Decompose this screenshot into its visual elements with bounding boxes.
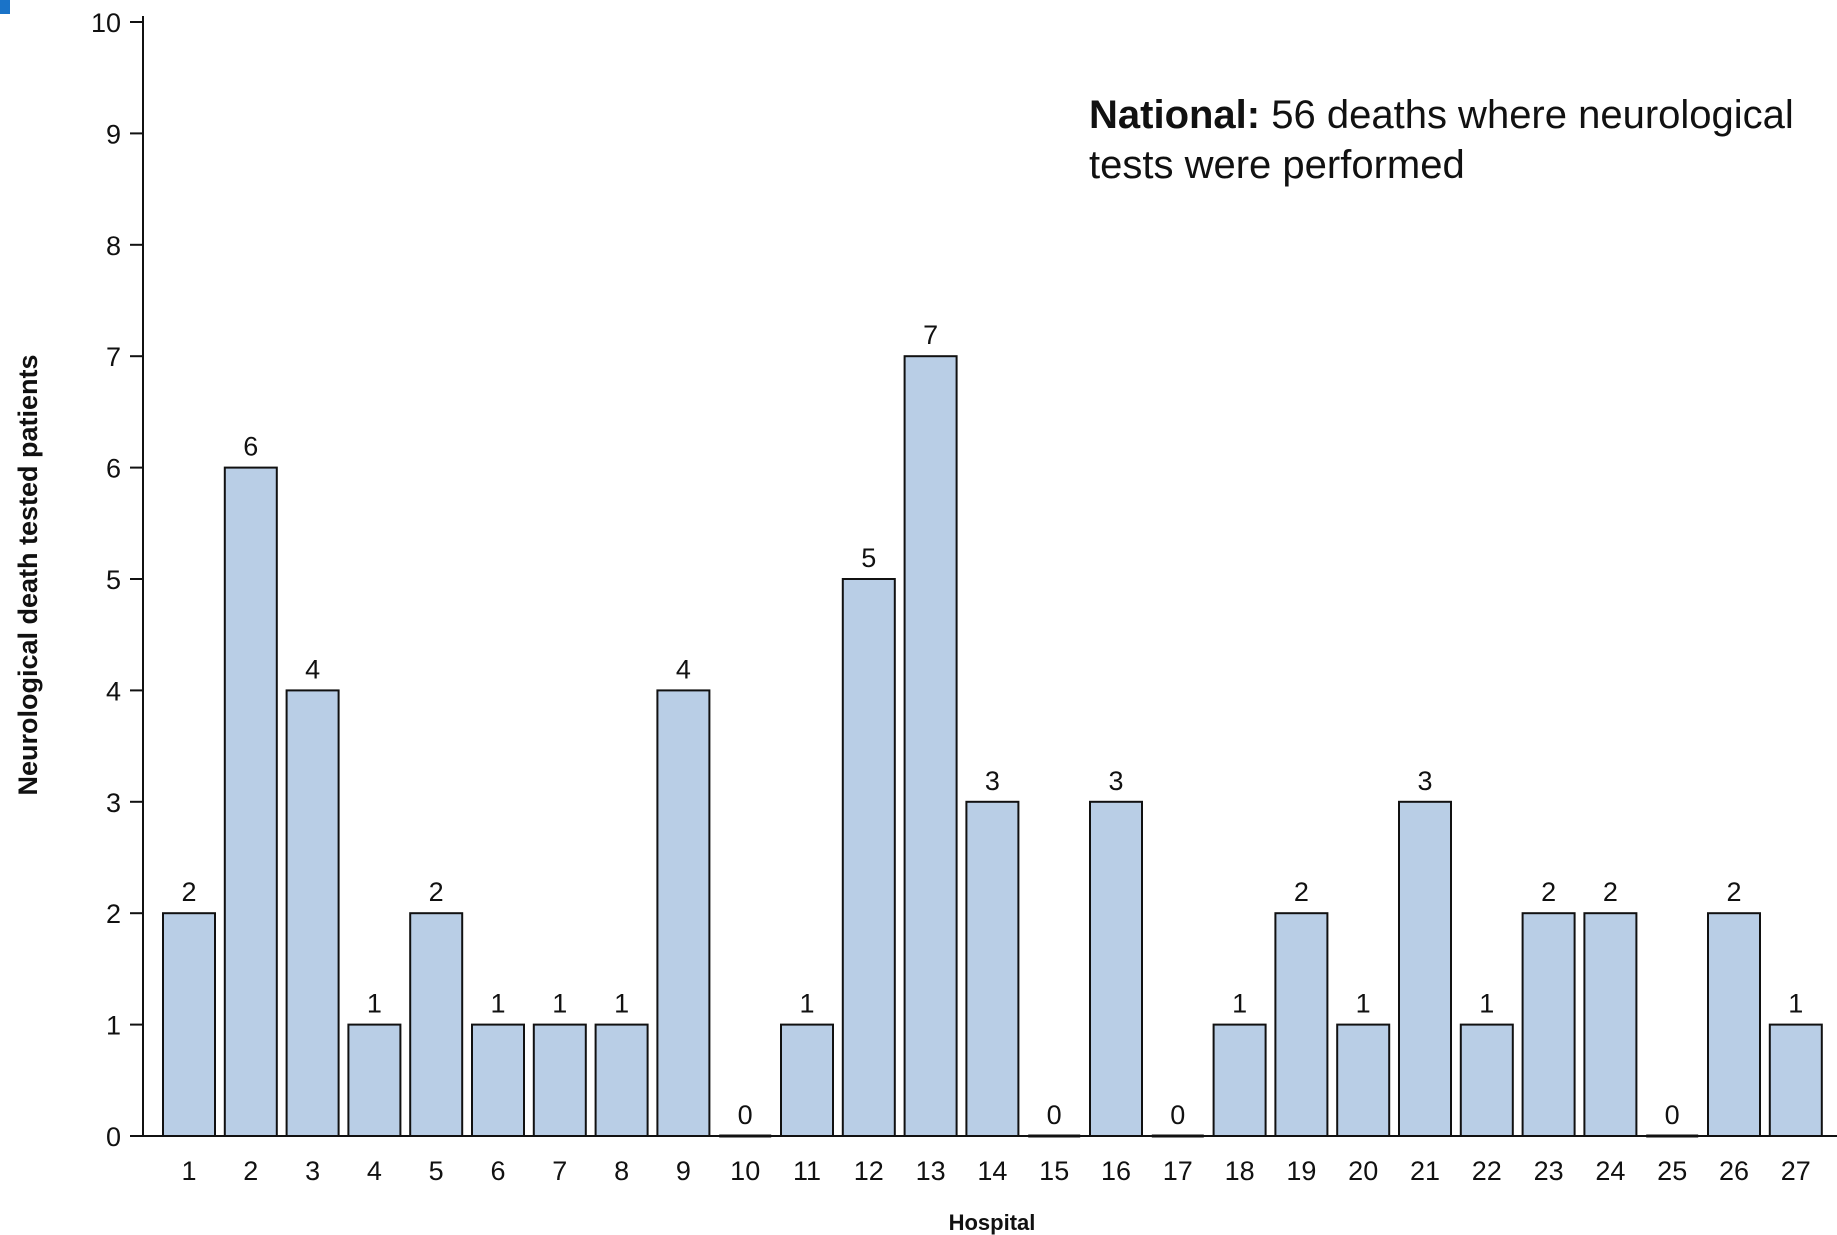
- y-tick-label: 9: [106, 119, 121, 149]
- y-tick-label: 6: [106, 454, 121, 484]
- data-label: 2: [1726, 877, 1741, 907]
- bar: [1274, 912, 1329, 1138]
- data-label: 2: [181, 877, 196, 907]
- x-tick-label: 25: [1657, 1156, 1687, 1186]
- bar: [1398, 800, 1452, 1137]
- data-label: 1: [490, 989, 505, 1019]
- data-label: 0: [1047, 1100, 1062, 1130]
- data-label: 3: [1108, 766, 1123, 796]
- y-tick-label: 2: [106, 899, 121, 929]
- x-tick-label: 14: [977, 1156, 1007, 1186]
- x-tick-label: 6: [490, 1156, 505, 1186]
- bar: [780, 1023, 834, 1137]
- y-tick-label: 3: [106, 788, 121, 818]
- bar: [285, 689, 340, 1138]
- x-axis-title: Hospital: [949, 1210, 1036, 1235]
- y-tick-label: 1: [106, 1011, 121, 1041]
- bar: [409, 912, 464, 1138]
- data-label: 4: [305, 654, 320, 684]
- x-tick-label: 16: [1101, 1156, 1131, 1186]
- y-axis-title: Neurological death tested patients: [13, 354, 43, 795]
- x-tick-label: 1: [181, 1156, 196, 1186]
- data-label: 0: [1665, 1100, 1680, 1130]
- data-label: 5: [861, 543, 876, 573]
- x-axis-ticks: 1 2 3 4 5 6 7 8 9 10 11 12 13 14 15 16 17 18 19 20 21 22 23 24 2…: [181, 1156, 1810, 1186]
- bar: [1459, 1023, 1514, 1137]
- data-label: 2: [429, 877, 444, 907]
- bar: [347, 1023, 402, 1137]
- x-tick-label: 8: [614, 1156, 629, 1186]
- bar: [594, 1023, 649, 1137]
- x-tick-label: 23: [1534, 1156, 1564, 1186]
- y-tick-label: 7: [106, 342, 121, 372]
- y-axis-ticks: 0 1 2 3 4 5 6 7 8 9 10: [91, 8, 143, 1152]
- data-label: 1: [367, 989, 382, 1019]
- x-tick-label: 9: [676, 1156, 691, 1186]
- bar: [1768, 1023, 1823, 1137]
- data-label: 7: [923, 320, 938, 350]
- bar: [1707, 912, 1761, 1138]
- data-label: 2: [1603, 877, 1618, 907]
- x-tick-label: 4: [367, 1156, 382, 1186]
- x-tick-label: 5: [429, 1156, 444, 1186]
- y-tick-label: 0: [106, 1122, 121, 1152]
- x-tick-label: 11: [793, 1156, 821, 1186]
- bar: [162, 912, 216, 1138]
- x-tick-label: 15: [1039, 1156, 1069, 1186]
- bar: [1089, 800, 1143, 1137]
- bar: [656, 689, 711, 1138]
- y-tick-label: 8: [106, 231, 121, 261]
- y-tick-label: 5: [106, 565, 121, 595]
- bar: [223, 466, 278, 1138]
- x-tick-label: 27: [1781, 1156, 1811, 1186]
- bar: [471, 1023, 525, 1137]
- data-label: 6: [243, 432, 258, 462]
- x-tick-label: 22: [1472, 1156, 1502, 1186]
- data-label: 1: [552, 989, 567, 1019]
- annotation-bold-label: National:: [1089, 93, 1261, 137]
- bar: [1336, 1023, 1391, 1137]
- x-tick-label: 26: [1719, 1156, 1749, 1186]
- bar: [965, 800, 1020, 1137]
- x-tick-label: 17: [1163, 1156, 1193, 1186]
- data-label: 1: [1356, 989, 1371, 1019]
- x-tick-label: 7: [552, 1156, 567, 1186]
- data-label: 3: [985, 766, 1000, 796]
- data-label: 0: [1170, 1100, 1185, 1130]
- data-label: 1: [1788, 989, 1803, 1019]
- annotation-text: 56 deaths where neurological tests were …: [1089, 93, 1794, 187]
- x-tick-label: 13: [916, 1156, 946, 1186]
- data-label: 1: [1479, 989, 1494, 1019]
- data-label: 0: [738, 1100, 753, 1130]
- data-label: 1: [799, 989, 814, 1019]
- x-tick-label: 2: [243, 1156, 258, 1186]
- data-label: 3: [1417, 766, 1432, 796]
- x-tick-label: 12: [854, 1156, 884, 1186]
- bar: [1583, 912, 1638, 1138]
- data-label: 2: [1294, 877, 1309, 907]
- bar: [1521, 912, 1576, 1138]
- data-label: 1: [1232, 989, 1247, 1019]
- x-tick-label: 21: [1410, 1156, 1440, 1186]
- bars-group: 2 6 4 1 2 1 1 1 4 0 1 5 7 3 0 3 0 1 2 1 3 1 2 2 0 2 1: [162, 320, 1823, 1138]
- bar: [532, 1023, 587, 1137]
- national-annotation: National: 56 deaths where neurological t…: [1089, 90, 1837, 190]
- y-tick-label: 4: [106, 676, 121, 706]
- x-tick-label: 18: [1225, 1156, 1255, 1186]
- x-tick-label: 24: [1595, 1156, 1625, 1186]
- x-tick-label: 20: [1348, 1156, 1378, 1186]
- x-tick-label: 10: [730, 1156, 760, 1186]
- bar: [903, 355, 958, 1137]
- y-tick-label: 10: [91, 8, 121, 38]
- x-tick-label: 3: [305, 1156, 320, 1186]
- bar: [1212, 1023, 1267, 1137]
- data-label: 2: [1541, 877, 1556, 907]
- corner-accent-mark: [0, 0, 10, 14]
- bar: [841, 578, 896, 1137]
- data-label: 1: [614, 989, 629, 1019]
- data-label: 4: [676, 654, 691, 684]
- x-tick-label: 19: [1286, 1156, 1316, 1186]
